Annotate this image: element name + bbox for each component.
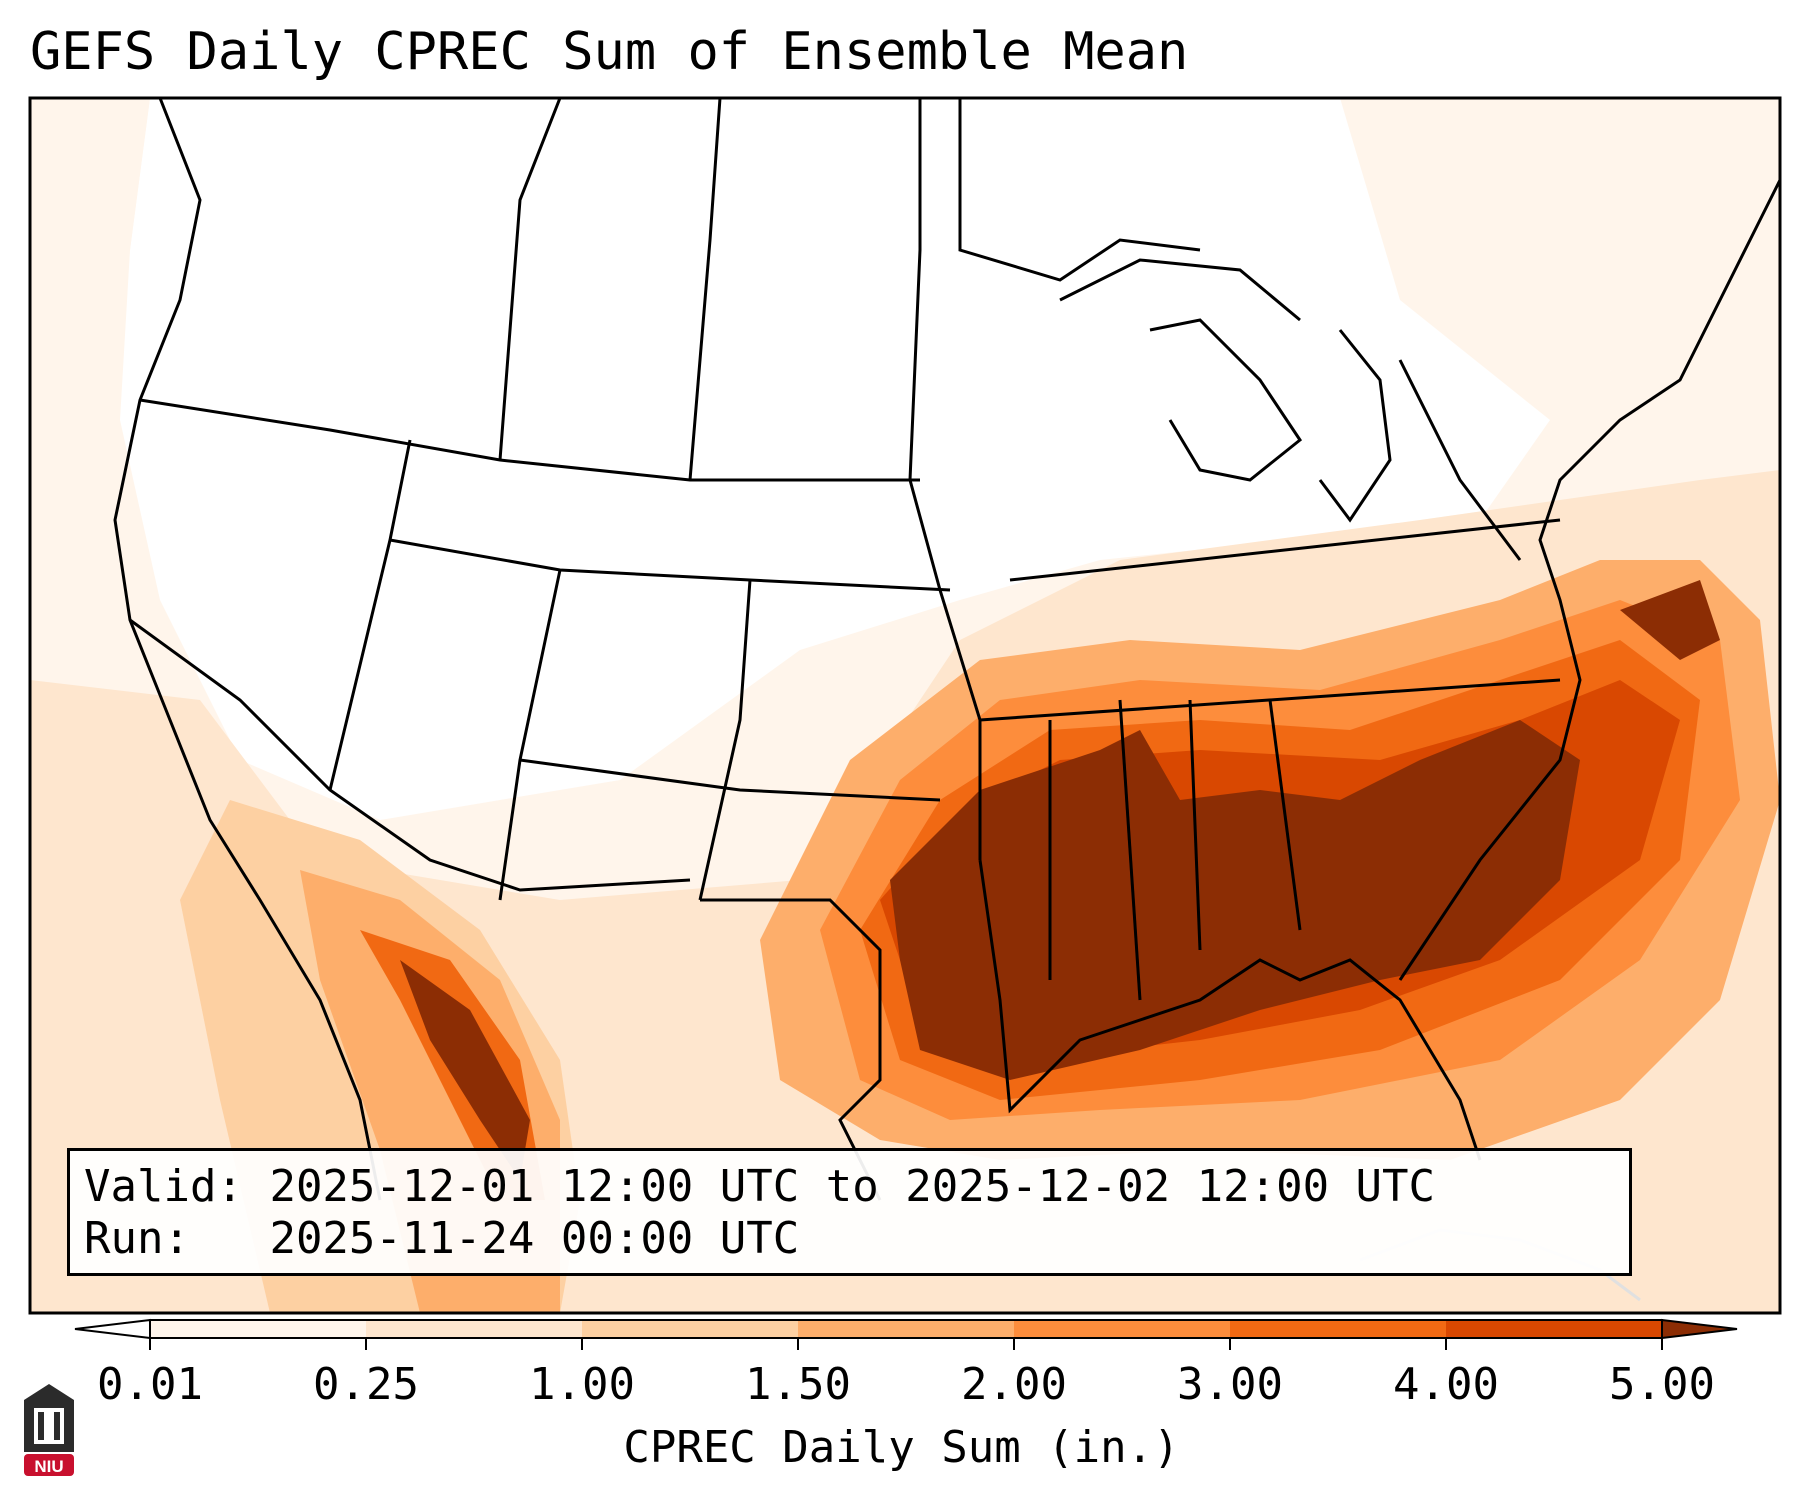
colorbar-tick-label: 0.25 [313, 1359, 419, 1410]
valid-label: Valid: [84, 1161, 243, 1212]
colorbar-segment [1446, 1320, 1663, 1338]
colorbar [74, 1318, 1738, 1350]
colorbar-segment [1230, 1320, 1447, 1338]
run-label: Run: [84, 1213, 190, 1264]
map-title: GEFS Daily CPREC Sum of Ensemble Mean [30, 22, 1189, 82]
niu-logo-icon: NIU [24, 1384, 74, 1476]
colorbar-tick-label: 5.00 [1609, 1359, 1715, 1410]
precip-field [30, 98, 1780, 1313]
logo-text: NIU [34, 1457, 63, 1476]
map-border [28, 96, 1782, 1315]
colorbar-segment [798, 1320, 1015, 1338]
colorbar-segment [1014, 1320, 1231, 1338]
colorbar-tick-label: 2.00 [961, 1359, 1067, 1410]
colorbar-tick-label: 3.00 [1177, 1359, 1283, 1410]
info-box: Valid: 2025-12-01 12:00 UTC to 2025-12-0… [67, 1148, 1632, 1276]
colorbar-tick-label: 4.00 [1393, 1359, 1499, 1410]
run-value: 2025-11-24 00:00 UTC [269, 1213, 800, 1264]
colorbar-tick-label: 0.01 [97, 1359, 203, 1410]
colorbar-under-extension [74, 1318, 151, 1340]
colorbar-tick-label: 1.50 [745, 1359, 851, 1410]
colorbar-over-extension [1661, 1318, 1738, 1340]
colorbar-segment [582, 1320, 799, 1338]
colorbar-segment [150, 1320, 367, 1338]
colorbar-segment [366, 1320, 583, 1338]
boundary-lines [113, 98, 1780, 1201]
valid-value: 2025-12-01 12:00 UTC to 2025-12-02 12:00… [269, 1161, 1436, 1212]
colorbar-label: CPREC Daily Sum (in.) [623, 1422, 1180, 1473]
colorbar-outline [149, 1319, 1663, 1339]
colorbar-tick-label: 1.00 [529, 1359, 635, 1410]
